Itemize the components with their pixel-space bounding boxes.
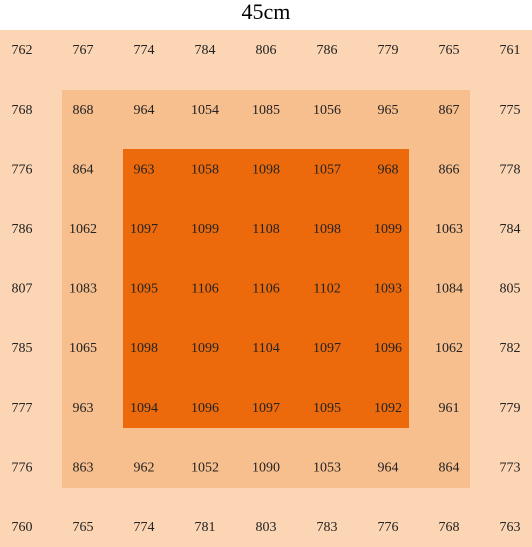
- cell-value: 963: [134, 162, 155, 177]
- cell-value: 806: [256, 43, 277, 58]
- cell-value: 1057: [313, 162, 341, 177]
- cell-value: 964: [378, 460, 399, 475]
- cell-value: 1084: [435, 282, 463, 297]
- cell-value: 1106: [191, 282, 218, 297]
- cell-value: 1106: [252, 282, 279, 297]
- cell-value: 1095: [313, 401, 341, 416]
- cell-value: 968: [378, 162, 399, 177]
- cell-value: 962: [134, 460, 155, 475]
- cell-value: 784: [500, 222, 521, 237]
- cell-value: 1104: [252, 341, 279, 356]
- cell-value: 765: [73, 520, 94, 535]
- cell-value: 765: [439, 43, 460, 58]
- cell-value: 864: [439, 460, 460, 475]
- cell-value: 776: [12, 162, 33, 177]
- cell-value: 1096: [191, 401, 219, 416]
- cell-value: 1099: [191, 222, 219, 237]
- cell-value: 1052: [191, 460, 219, 475]
- cell-value: 1095: [130, 282, 158, 297]
- cell-value: 1053: [313, 460, 341, 475]
- cell-value: 1056: [313, 103, 341, 118]
- inner-zone: [123, 149, 409, 428]
- cell-value: 1097: [252, 401, 280, 416]
- cell-value: 786: [12, 222, 33, 237]
- cell-value: 965: [378, 103, 399, 118]
- cell-value: 864: [73, 162, 94, 177]
- cell-value: 1096: [374, 341, 402, 356]
- cell-value: 785: [12, 341, 33, 356]
- cell-value: 1054: [191, 103, 219, 118]
- cell-value: 768: [12, 103, 33, 118]
- cell-value: 961: [439, 401, 460, 416]
- cells: 762 767 774 784 806 786 779 765 761 768 868 964 1054…: [12, 43, 521, 535]
- cell-value: 807: [12, 282, 33, 297]
- cell-value: 1099: [191, 341, 219, 356]
- cell-value: 760: [12, 520, 33, 535]
- cell-value: 866: [439, 162, 460, 177]
- cell-value: 805: [500, 282, 521, 297]
- cell-value: 1058: [191, 162, 219, 177]
- cell-value: 964: [134, 103, 155, 118]
- cell-value: 774: [134, 43, 155, 58]
- cell-value: 786: [317, 43, 338, 58]
- cell-value: 1062: [69, 222, 97, 237]
- cell-value: 761: [500, 43, 521, 58]
- cell-value: 778: [500, 162, 521, 177]
- cell-value: 762: [12, 43, 33, 58]
- cell-value: 868: [73, 103, 94, 118]
- cell-value: 775: [500, 103, 521, 118]
- cell-value: 1108: [252, 222, 279, 237]
- cell-value: 763: [500, 520, 521, 535]
- cell-value: 783: [317, 520, 338, 535]
- cell-value: 1083: [69, 282, 97, 297]
- cell-value: 867: [439, 103, 460, 118]
- cell-value: 963: [73, 401, 94, 416]
- cell-value: 1098: [130, 341, 158, 356]
- title: 45cm: [242, 0, 291, 24]
- cell-value: 1099: [374, 222, 402, 237]
- cell-value: 782: [500, 341, 521, 356]
- cell-value: 784: [195, 43, 216, 58]
- cell-value: 1097: [130, 222, 158, 237]
- cell-value: 1062: [435, 341, 463, 356]
- cell-value: 1085: [252, 103, 280, 118]
- cell-value: 1097: [313, 341, 341, 356]
- cell-value: 768: [439, 520, 460, 535]
- cell-value: 1092: [374, 401, 402, 416]
- cell-value: 1063: [435, 222, 463, 237]
- cell-value: 1090: [252, 460, 280, 475]
- cell-value: 1098: [252, 162, 280, 177]
- cell-value: 1094: [130, 401, 158, 416]
- cell-value: 779: [378, 43, 399, 58]
- cell-value: 777: [12, 401, 33, 416]
- cell-value: 1098: [313, 222, 341, 237]
- cell-value: 779: [500, 401, 521, 416]
- cell-value: 773: [500, 460, 521, 475]
- cell-value: 1065: [69, 341, 97, 356]
- cell-value: 803: [256, 520, 277, 535]
- cell-value: 767: [73, 43, 94, 58]
- cell-value: 776: [378, 520, 399, 535]
- cell-value: 776: [12, 460, 33, 475]
- cell-value: 781: [195, 520, 216, 535]
- cell-value: 774: [134, 520, 155, 535]
- cell-value: 1093: [374, 282, 402, 297]
- cell-value: 1102: [313, 282, 340, 297]
- cell-value: 863: [73, 460, 94, 475]
